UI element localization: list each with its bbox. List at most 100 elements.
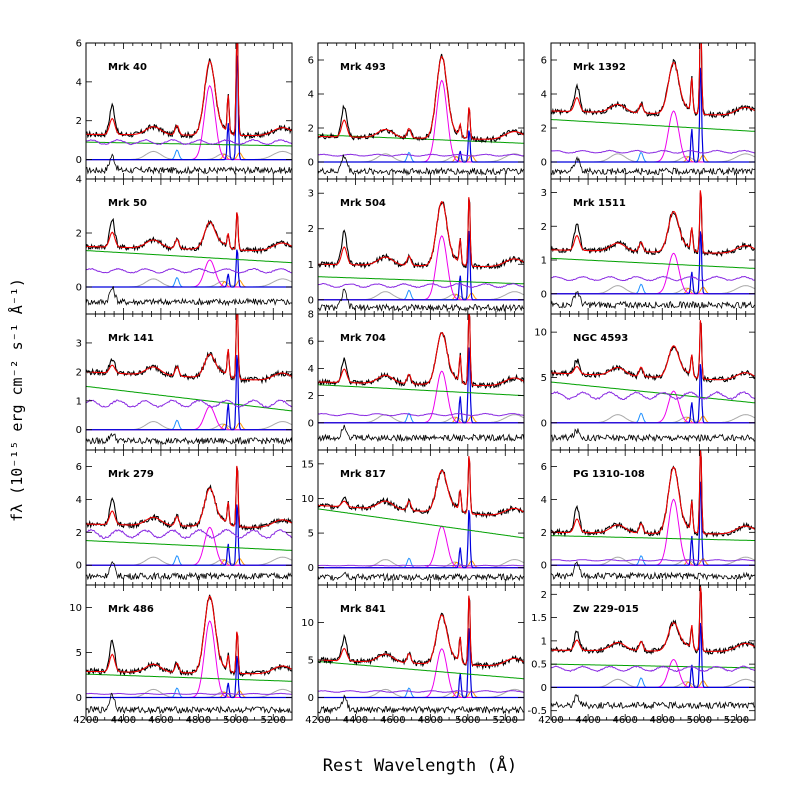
host-galaxy-line: [551, 275, 755, 282]
y-tick-label: 0: [541, 561, 547, 572]
spectrum-panel: 0 1 2 3 Mrk 1511: [541, 178, 756, 315]
residual-line: [318, 424, 524, 443]
oiii-narrow-line: [86, 55, 292, 161]
spectrum-panel: 0 2 4 6 Mrk 40: [76, 39, 293, 180]
y-tick-label: 0: [308, 693, 314, 704]
continuum-line: [86, 540, 292, 551]
continuum-line: [551, 257, 755, 269]
y-tick-label: -0.5: [527, 706, 547, 717]
panel-object-name: Mrk 493: [340, 62, 386, 73]
spectrum-panel: 0 2 4 6 Mrk 1392: [541, 42, 756, 180]
y-tick-label: 5: [308, 656, 314, 667]
y-tick-label: 0: [76, 283, 82, 294]
y-tick-label: 5: [76, 648, 82, 659]
y-tick-label: 5: [541, 373, 547, 384]
panel-plot-area: [86, 314, 292, 446]
y-tick-label: 2: [76, 116, 82, 127]
continuum-line: [318, 384, 524, 397]
y-tick-label: 0: [76, 155, 82, 166]
continuum-line: [551, 535, 755, 541]
heii-line: [86, 555, 292, 566]
model-spectrum-line: [318, 456, 524, 516]
x-tick-label: 4200: [305, 715, 330, 726]
x-tick-label: 4800: [650, 715, 675, 726]
panel-plot-area: [551, 320, 755, 443]
residual-line: [318, 694, 524, 715]
heii-line: [551, 677, 755, 688]
y-tick-label: 0: [541, 418, 547, 429]
continuum-line: [86, 250, 292, 264]
y-tick-label: 2: [541, 590, 547, 601]
oiii-narrow-line: [318, 628, 524, 699]
spectrum-panel: 0 5 10 Mrk 841: [301, 584, 525, 721]
observed-spectrum-line: [551, 321, 755, 383]
panel-object-name: Mrk 1511: [573, 198, 626, 209]
residual-line: [318, 154, 524, 176]
model-spectrum-line: [86, 43, 292, 137]
y-tick-label: 2: [308, 391, 314, 402]
oiii-narrow-line: [318, 230, 524, 301]
hbeta-broad-line: [318, 235, 524, 301]
panel-plot-area: [551, 450, 755, 581]
oiii-narrow-line: [86, 354, 292, 431]
feii-template-line: [551, 285, 755, 295]
hbeta-broad-line: [86, 620, 292, 698]
y-tick-label: 1: [541, 256, 547, 267]
y-tick-label: 15: [301, 459, 314, 470]
host-galaxy-line: [318, 690, 524, 693]
heii-line: [86, 687, 292, 698]
oiii-narrow-line: [551, 67, 755, 163]
host-galaxy-line: [551, 559, 755, 562]
y-tick-label: 4: [76, 77, 82, 88]
y-tick-label: 6: [76, 462, 82, 473]
host-galaxy-line: [86, 267, 292, 274]
heii-line: [86, 276, 292, 288]
panel-plot-area: [318, 53, 524, 176]
continuum-line: [86, 673, 292, 682]
y-tick-label: 0: [541, 683, 547, 694]
x-tick-label: 5200: [493, 715, 518, 726]
host-galaxy-line: [318, 153, 524, 157]
heii-line: [551, 151, 755, 163]
panel-object-name: Mrk 50: [108, 198, 147, 209]
spectrum-panel: 0 2 4 6 8 Mrk 704: [308, 310, 525, 451]
x-axis-title: Rest Wavelength (Å): [323, 754, 517, 776]
spectrum-panel: 0 2 4 Mrk 50: [76, 175, 293, 315]
model-spectrum-line: [551, 190, 755, 254]
y-tick-label: 1: [541, 636, 547, 647]
host-galaxy-line: [86, 399, 292, 409]
model-spectrum-line: [86, 465, 292, 528]
y-tick-label: 5: [308, 529, 314, 540]
x-tick-label: 5000: [455, 715, 480, 726]
panel-plot-area: [86, 212, 292, 307]
model-spectrum-line: [551, 43, 755, 116]
panel-plot-area: [318, 456, 524, 582]
feii-template-line: [551, 414, 755, 424]
y-tick-label: 2: [541, 528, 547, 539]
x-tick-label: 4600: [612, 715, 637, 726]
spectrum-panel: 0 5 10 Mrk 486: [69, 584, 293, 721]
model-spectrum-line: [551, 586, 755, 652]
continuum-line: [551, 663, 755, 669]
y-tick-label: 6: [308, 337, 314, 348]
heii-line: [551, 412, 755, 424]
hbeta-broad-line: [318, 79, 524, 163]
y-tick-label: 2: [76, 229, 82, 240]
panel-object-name: NGC 4593: [573, 333, 628, 344]
hbeta-broad-line: [86, 259, 292, 288]
panel-object-name: Zw 229-015: [573, 604, 639, 615]
observed-spectrum-line: [318, 314, 524, 390]
continuum-line: [318, 276, 524, 285]
spectrum-panel: 0 5 10 15 Mrk 817: [301, 449, 525, 586]
feii-template-line: [86, 421, 292, 431]
spectrum-panel: 0 5 10 NGC 4593: [534, 313, 756, 451]
heii-line: [551, 283, 755, 295]
observed-spectrum-line: [551, 450, 755, 539]
host-galaxy-line: [318, 564, 524, 567]
y-tick-label: 3: [308, 189, 314, 200]
feii-template-line: [86, 278, 292, 288]
panel-plot-area: [86, 594, 292, 715]
y-tick-label: 6: [541, 56, 547, 67]
x-tick-label: 4400: [575, 715, 600, 726]
